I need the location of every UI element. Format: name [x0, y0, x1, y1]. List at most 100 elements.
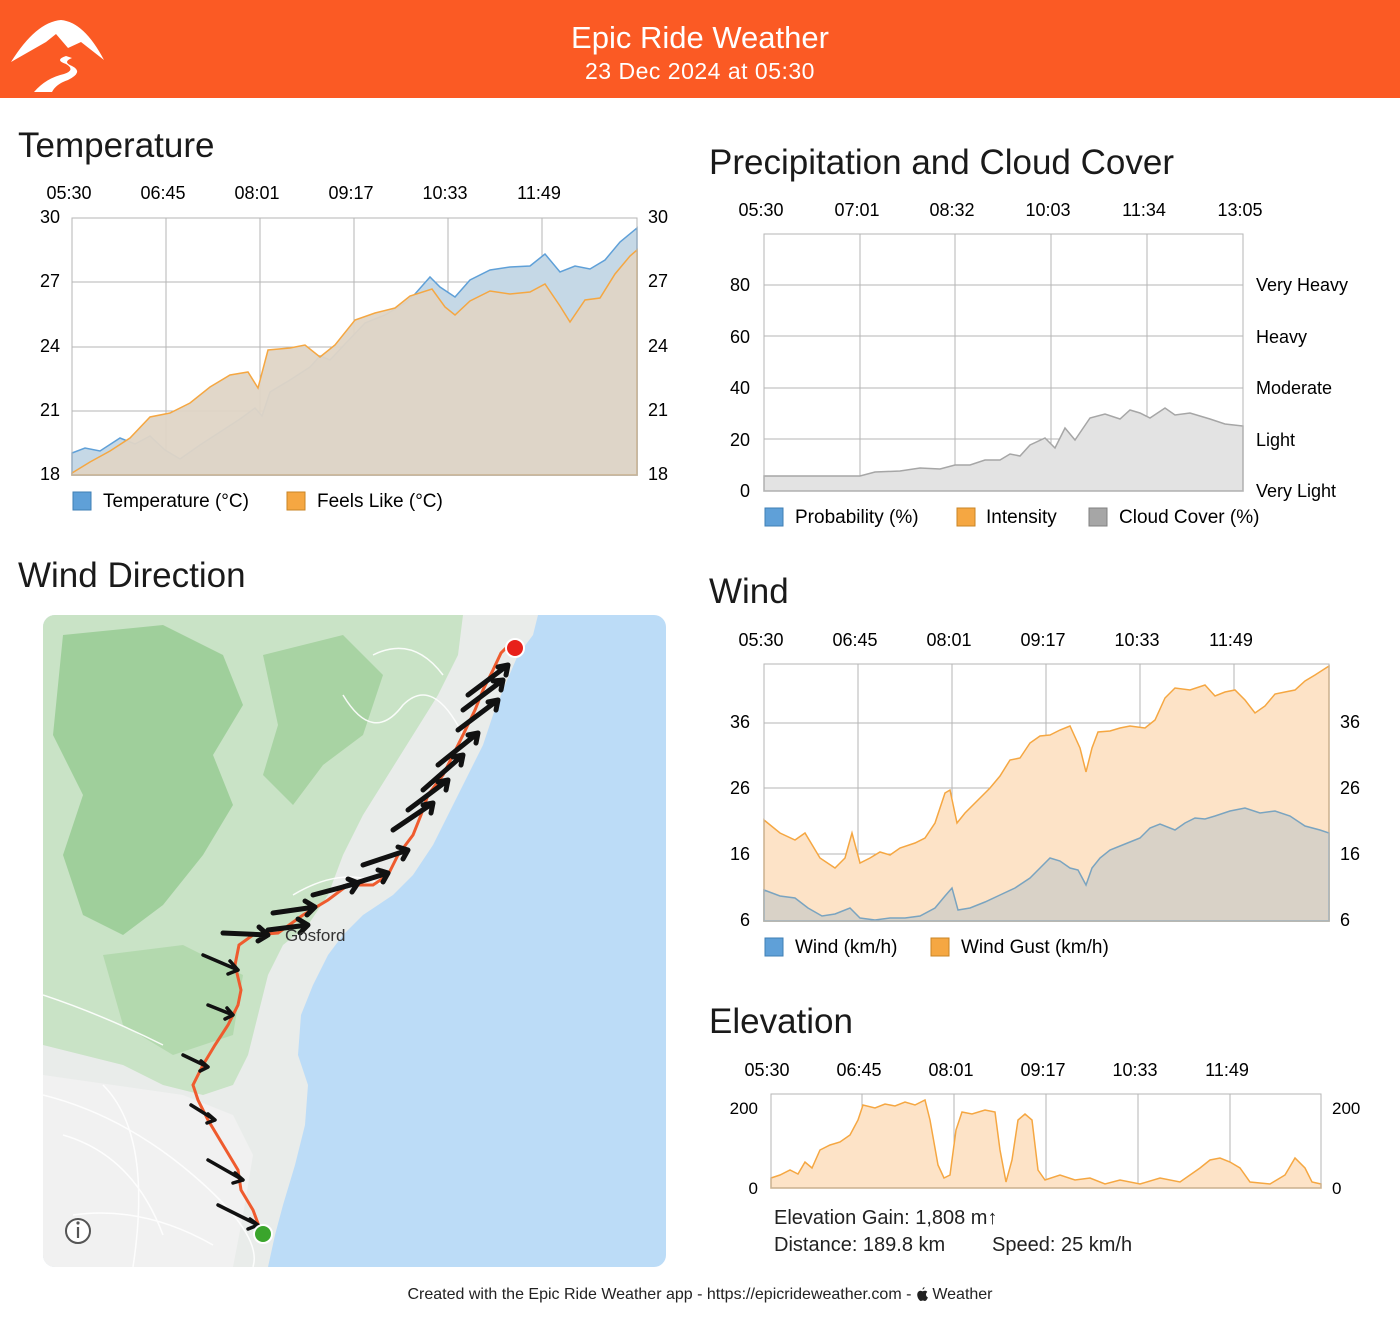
road-network [43, 647, 464, 1267]
precipitation-legend: Probability (%) Intensity Cloud Cover (%… [764, 507, 1259, 528]
time-tick: 09:17 [1020, 630, 1065, 650]
temperature-chart: 05:30 06:45 08:01 09:17 10:33 11:49 30 2… [40, 183, 668, 512]
elevation-y-ticks-right: 200 0 [1332, 1099, 1360, 1198]
precipitation-y-ticks: 80 60 40 20 0 [730, 275, 750, 501]
time-tick: 11:49 [1209, 630, 1253, 650]
y-tick: 6 [740, 910, 750, 930]
legend-label-temperature: Temperature (°C) [103, 491, 249, 512]
footer-weather-label: Weather [932, 1286, 993, 1303]
time-tick: 05:30 [46, 183, 91, 203]
time-tick: 05:30 [744, 1060, 789, 1080]
legend-swatch-cloud-cover [1088, 507, 1108, 527]
intensity-label: Light [1256, 430, 1295, 450]
elevation-y-ticks-left: 200 0 [730, 1099, 758, 1198]
temperature-plot-frame [71, 217, 638, 476]
time-tick: 07:01 [834, 200, 879, 220]
cloud-cover-area [763, 407, 1244, 492]
y-tick: 36 [730, 712, 750, 732]
legend-label-wind: Wind (km/h) [795, 937, 897, 958]
time-tick: 11:49 [1205, 1060, 1249, 1080]
wind-chart: 05:30 06:45 08:01 09:17 10:33 11:49 36 2… [730, 630, 1360, 958]
temperature-legend: Temperature (°C) Feels Like (°C) [72, 491, 443, 512]
legend-label-cloud-cover: Cloud Cover (%) [1119, 507, 1259, 528]
intensity-label: Heavy [1256, 327, 1307, 347]
wind-area [763, 807, 1330, 922]
intensity-label: Moderate [1256, 378, 1332, 398]
elevation-gain: Elevation Gain: 1,808 m↑ [774, 1207, 998, 1229]
precipitation-plot-frame [763, 233, 1244, 492]
wind-direction-title: Wind Direction [18, 556, 246, 595]
y-tick: 200 [730, 1099, 758, 1118]
map-canvas[interactable]: Gosford [43, 615, 666, 1267]
intensity-label: Very Light [1256, 481, 1336, 501]
y-tick: 18 [40, 464, 60, 484]
wind-title: Wind [709, 572, 789, 611]
y-tick: 16 [1340, 844, 1360, 864]
y-tick: 30 [648, 207, 668, 227]
elevation-time-ticks: 05:30 06:45 08:01 09:17 10:33 11:49 [744, 1060, 1248, 1080]
time-tick: 10:33 [1112, 1060, 1157, 1080]
time-tick: 05:30 [738, 200, 783, 220]
time-tick: 10:33 [1114, 630, 1159, 650]
y-tick: 36 [1340, 712, 1360, 732]
legend-label-probability: Probability (%) [795, 507, 919, 528]
app-header: Epic Ride Weather 23 Dec 2024 at 05:30 [0, 0, 1400, 98]
time-tick: 08:01 [928, 1060, 973, 1080]
route-start-marker [253, 1224, 273, 1244]
y-tick: 200 [1332, 1099, 1360, 1118]
elevation-plot-frame [770, 1093, 1322, 1189]
feels-like-area [71, 248, 638, 476]
intensity-label: Very Heavy [1256, 275, 1348, 295]
time-tick: 06:45 [836, 1060, 881, 1080]
wind-arrows [181, 662, 511, 1231]
legend-swatch-probability [764, 507, 784, 527]
temperature-title: Temperature [18, 126, 215, 165]
route-end-marker [505, 638, 525, 658]
apple-icon [916, 1287, 928, 1301]
y-tick: 60 [730, 327, 750, 347]
precipitation-title: Precipitation and Cloud Cover [709, 143, 1174, 182]
time-tick: 06:45 [140, 183, 185, 203]
legend-swatch-wind-gust [930, 937, 950, 957]
time-tick: 13:05 [1217, 200, 1262, 220]
time-tick: 06:45 [832, 630, 877, 650]
time-tick: 05:30 [738, 630, 783, 650]
legend-swatch-temperature [72, 491, 92, 511]
y-tick: 24 [40, 336, 60, 356]
legend-label-intensity: Intensity [986, 507, 1057, 528]
y-tick: 16 [730, 844, 750, 864]
y-tick: 6 [1340, 910, 1350, 930]
time-tick: 10:33 [422, 183, 467, 203]
wind-direction-map[interactable]: Gosford [43, 615, 666, 1267]
y-tick: 0 [740, 481, 750, 501]
forest-dense [263, 635, 383, 805]
y-tick: 27 [40, 271, 60, 291]
y-tick: 21 [648, 400, 668, 420]
temperature-y-ticks-right: 30 27 24 21 18 [648, 207, 668, 484]
time-tick: 11:49 [517, 183, 561, 203]
time-tick: 09:17 [328, 183, 373, 203]
ride-date: 23 Dec 2024 at 05:30 [585, 58, 815, 84]
route-line [191, 643, 511, 1238]
y-tick: 0 [749, 1179, 758, 1198]
legend-swatch-wind [764, 937, 784, 957]
y-tick: 18 [648, 464, 668, 484]
legend-label-wind-gust: Wind Gust (km/h) [961, 937, 1109, 958]
legend-swatch-intensity [956, 507, 976, 527]
info-icon[interactable] [65, 1218, 91, 1244]
forest-dense [53, 625, 243, 935]
time-tick: 09:17 [1020, 1060, 1065, 1080]
y-tick: 21 [40, 400, 60, 420]
distance: Distance: 189.8 km [774, 1234, 946, 1256]
precipitation-intensity-labels: Very Heavy Heavy Moderate Light Very Lig… [1256, 275, 1348, 501]
place-label-gosford: Gosford [285, 926, 345, 945]
temperature-time-ticks: 05:30 06:45 08:01 09:17 10:33 11:49 [46, 183, 560, 203]
speed: Speed: 25 km/h [992, 1234, 1133, 1256]
legend-label-feels-like: Feels Like (°C) [317, 491, 443, 512]
wind-time-ticks: 05:30 06:45 08:01 09:17 10:33 11:49 [738, 630, 1252, 650]
wind-y-ticks-left: 36 26 16 6 [730, 712, 750, 930]
y-tick: 30 [40, 207, 60, 227]
time-tick: 08:01 [926, 630, 971, 650]
time-tick: 08:01 [234, 183, 279, 203]
y-tick: 27 [648, 271, 668, 291]
